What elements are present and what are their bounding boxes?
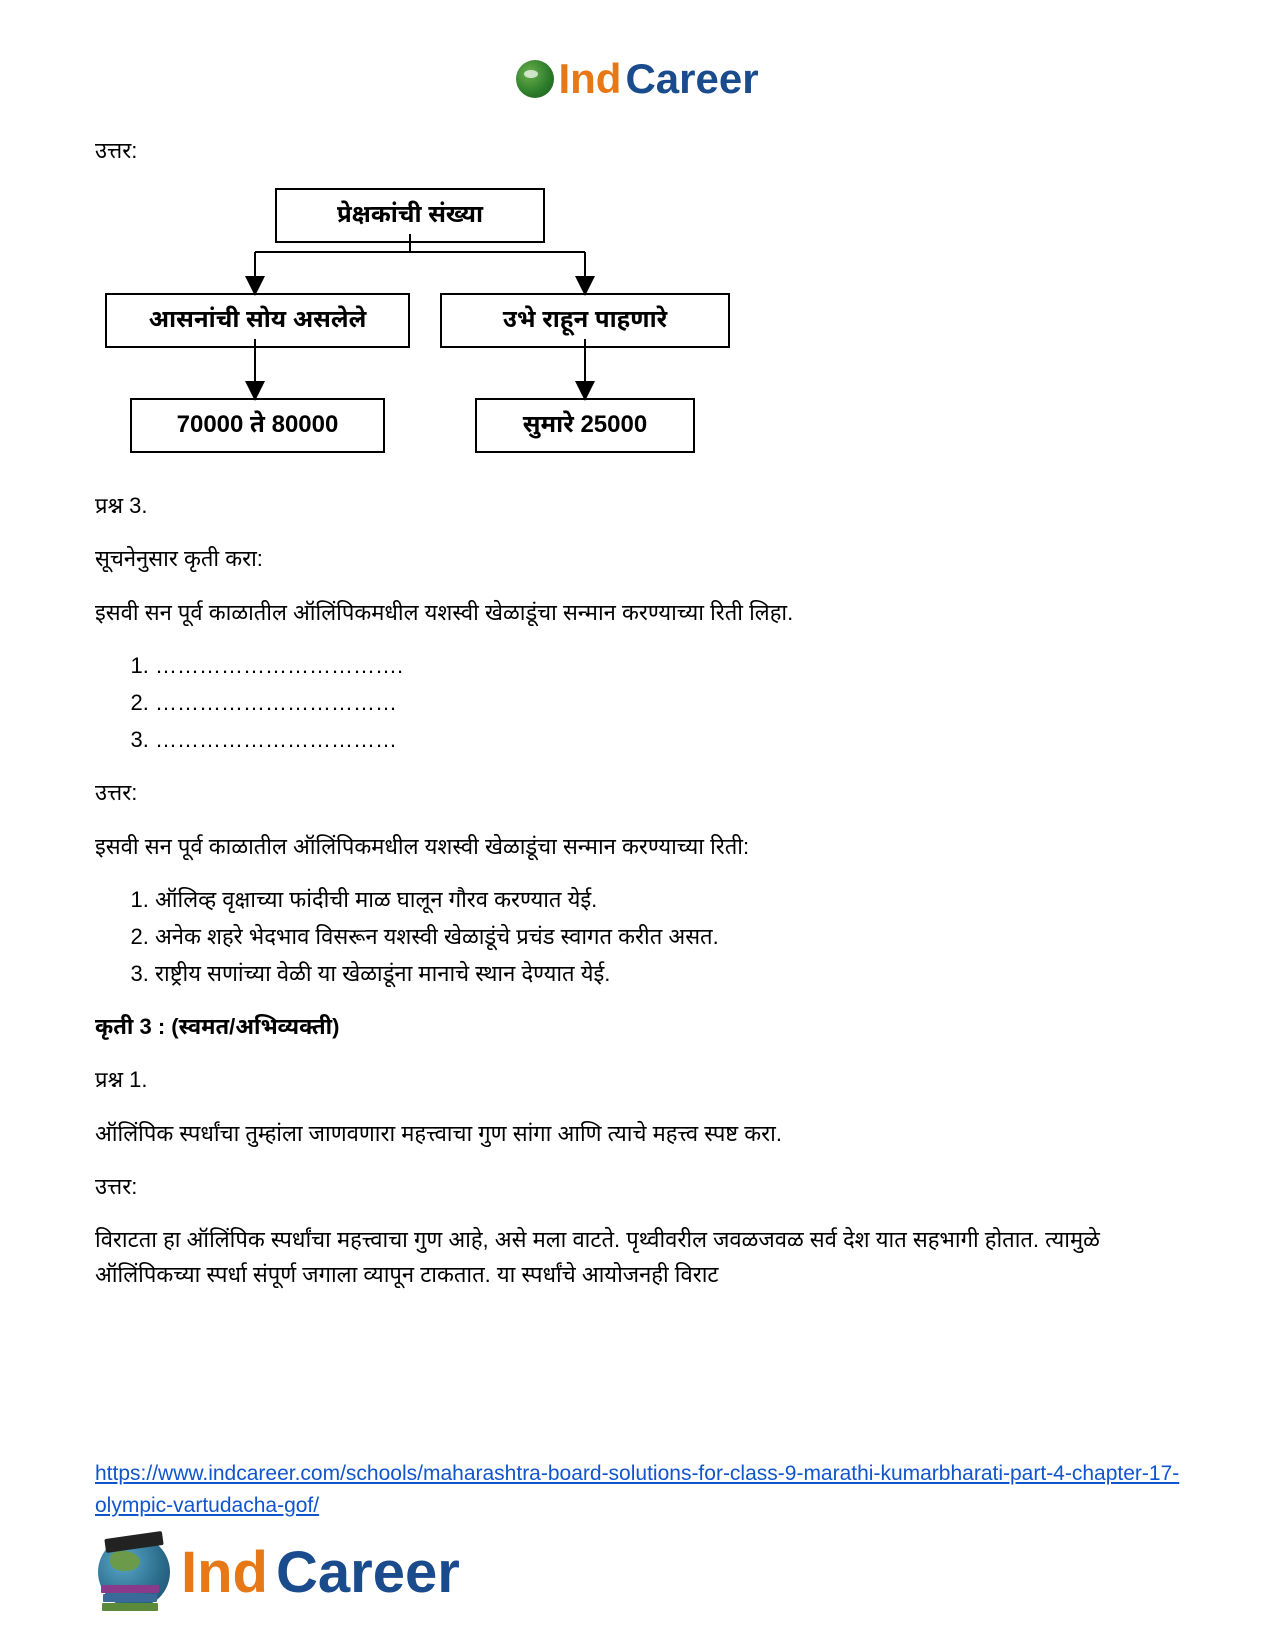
diagram-arrows: [105, 188, 745, 458]
list-item: ऑलिव्ह वृक्षाच्या फांदीची माळ घालून गौरव…: [155, 882, 1180, 917]
earth-icon: [516, 60, 554, 98]
question-3-text: इसवी सन पूर्व काळातील ऑलिंपिकमधील यशस्वी…: [95, 595, 1180, 630]
question-3-label: प्रश्न 3.: [95, 488, 1180, 523]
footer-logo: IndCareer: [95, 1533, 1180, 1611]
answer-1-text: विराटता हा ऑलिंपिक स्पर्धांचा महत्त्वाचा…: [95, 1222, 1180, 1292]
footer-logo-icon: [95, 1533, 173, 1611]
list-item: राष्ट्रीय सणांच्या वेळी या खेळाडूंना मान…: [155, 956, 1180, 991]
logo-ind: Ind: [558, 55, 621, 103]
question-1-label: प्रश्न 1.: [95, 1062, 1180, 1097]
document-content: उत्तर: प्रेक्षकांची संख्या आसनांची सोय अ…: [95, 133, 1180, 1292]
header-logo: IndCareer: [95, 55, 1180, 103]
page-footer: https://www.indcareer.com/schools/mahara…: [95, 1458, 1180, 1611]
question-1-text: ऑलिंपिक स्पर्धांचा तुम्हांला जाणवणारा मह…: [95, 1116, 1180, 1151]
logo-career: Career: [625, 55, 758, 103]
source-link[interactable]: https://www.indcareer.com/schools/mahara…: [95, 1458, 1180, 1521]
footer-logo-career: Career: [276, 1539, 460, 1606]
answer-label-2: उत्तर:: [95, 775, 1180, 810]
answer-3-intro: इसवी सन पूर्व काळातील ऑलिंपिकमधील यशस्वी…: [95, 829, 1180, 864]
answer-label-3: उत्तर:: [95, 1169, 1180, 1204]
blank-item: ……………………………: [155, 722, 1180, 757]
tree-diagram: प्रेक्षकांची संख्या आसनांची सोय असलेले उ…: [105, 188, 745, 458]
answer-label-1: उत्तर:: [95, 133, 1180, 168]
kruti-3-label: कृती 3 : (स्वमत/अभिव्यक्ती): [95, 1009, 1180, 1044]
list-item: अनेक शहरे भेदभाव विसरून यशस्वी खेळाडूंचे…: [155, 919, 1180, 954]
question-3-heading: सूचनेनुसार कृती करा:: [95, 541, 1180, 576]
footer-logo-ind: Ind: [181, 1539, 268, 1606]
blank-item: ……………………………: [155, 685, 1180, 720]
blank-list: ……………………………. …………………………… ……………………………: [155, 648, 1180, 758]
blank-item: …………………………….: [155, 648, 1180, 683]
answer-3-list: ऑलिव्ह वृक्षाच्या फांदीची माळ घालून गौरव…: [155, 882, 1180, 992]
